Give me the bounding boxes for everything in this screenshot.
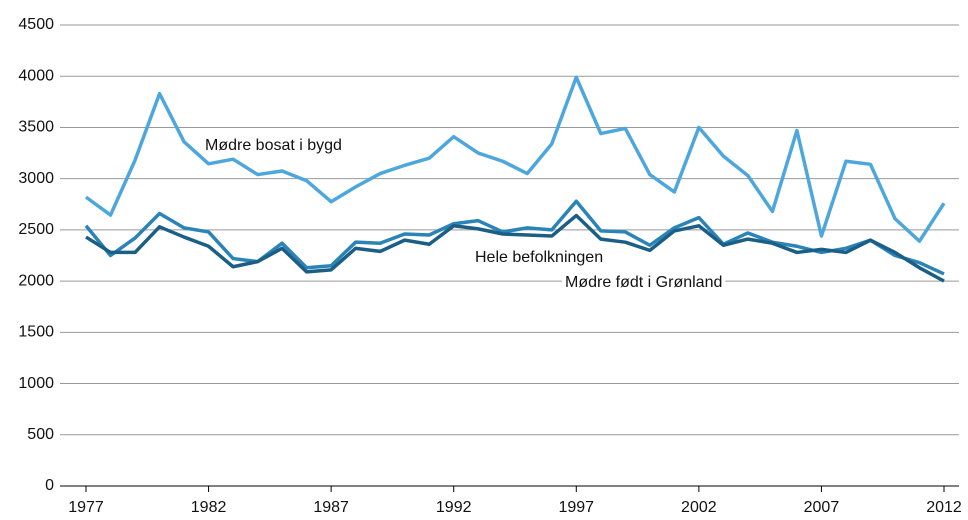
- y-tick-label: 500: [27, 426, 54, 443]
- x-tick-label: 1977: [68, 499, 104, 516]
- x-tick-label: 1987: [313, 499, 349, 516]
- y-tick-label: 0: [45, 477, 54, 494]
- y-tick-label: 2000: [18, 272, 54, 289]
- x-tick-label: 1992: [436, 499, 472, 516]
- y-tick-label: 4000: [18, 67, 54, 84]
- y-tick-label: 1000: [18, 375, 54, 392]
- x-tick-label: 1982: [191, 499, 227, 516]
- y-tick-label: 1500: [18, 324, 54, 341]
- series-line: [85, 213, 945, 283]
- x-tick-label: 2002: [681, 499, 717, 516]
- y-tick-label: 3500: [18, 119, 54, 136]
- series-line: [84, 75, 946, 243]
- series-line: [84, 199, 945, 276]
- x-tick-label: 2007: [804, 499, 840, 516]
- y-tick-label: 4500: [18, 16, 54, 33]
- y-tick-label: 3000: [18, 170, 54, 187]
- x-tick-label: 2012: [926, 499, 962, 516]
- label-background: [562, 273, 726, 293]
- series-label: Mødre født i Grønland: [565, 274, 722, 291]
- series-label: Hele befolkningen: [475, 249, 603, 266]
- y-tick-label: 2500: [18, 221, 54, 238]
- series-label: Mødre bosat i bygd: [205, 137, 342, 154]
- x-tick-label: 1997: [558, 499, 594, 516]
